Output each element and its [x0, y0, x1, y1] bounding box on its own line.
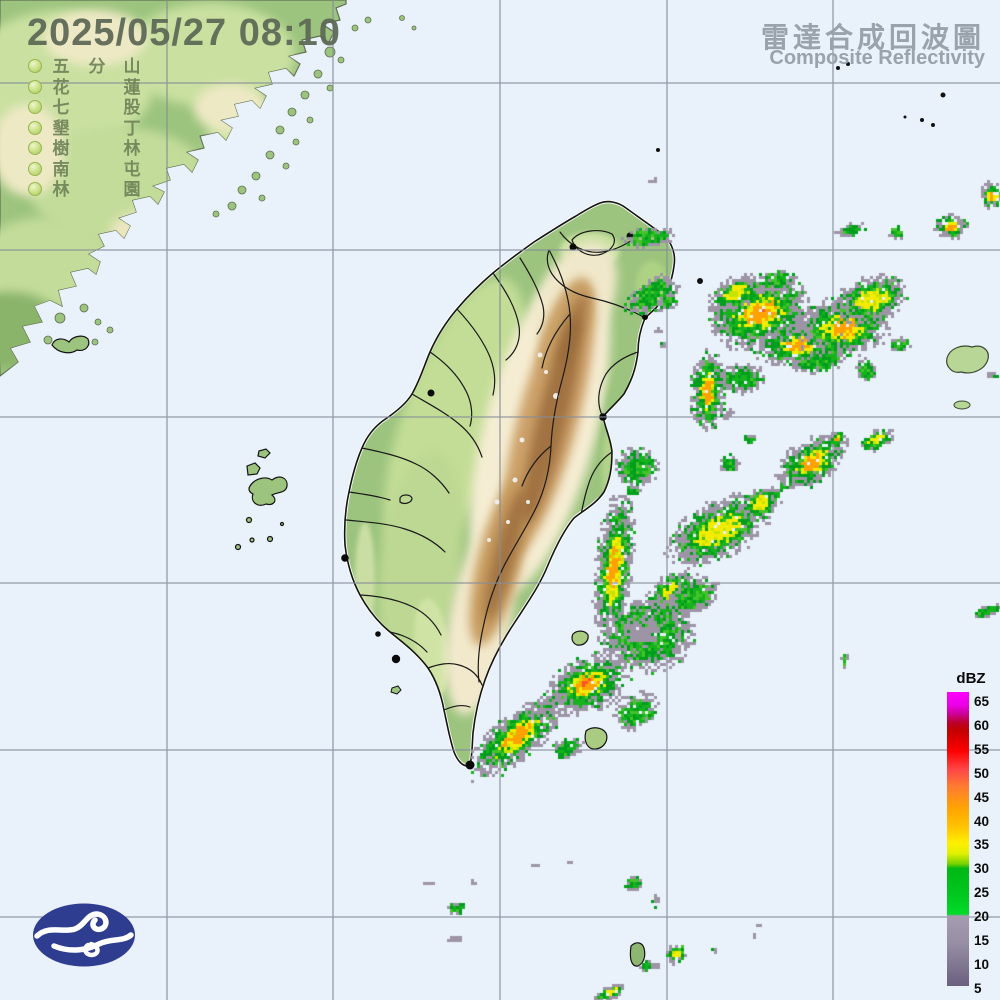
colorbar-tick-60: 60 — [974, 717, 990, 733]
station-status-icon — [28, 100, 42, 114]
station-label-char: 花 — [52, 77, 70, 97]
cwa-logo — [33, 903, 135, 967]
station-label-char: 屯 — [123, 159, 141, 179]
colorbar-tick-50: 50 — [974, 765, 990, 781]
colorbar-tick-35: 35 — [974, 837, 990, 853]
station-label-char: 樹 — [52, 139, 70, 158]
colorbar-tick-5: 5 — [974, 980, 982, 996]
colorbar-tick-45: 45 — [974, 789, 990, 805]
colorbar-tick-25: 25 — [974, 885, 990, 901]
observation-timestamp: 2025/05/27 08:10 — [27, 12, 341, 54]
colorbar-tick-20: 20 — [974, 909, 990, 925]
station-row-南屯: 南屯 — [28, 160, 158, 181]
colorbar-unit-label: dBZ — [956, 670, 986, 687]
station-label-char: 南 — [52, 159, 70, 179]
station-row-林園: 林園 — [28, 180, 158, 201]
colorbar-tick-15: 15 — [974, 933, 990, 948]
station-status-icon — [28, 79, 42, 94]
cwa-logo-cloud-swirl — [34, 911, 134, 958]
colorbar-tick-65: 65 — [974, 694, 990, 709]
station-label-char: 山 — [123, 57, 141, 76]
station-row-墾丁: 墾丁 — [28, 119, 158, 140]
station-label-char: 林 — [52, 180, 70, 199]
station-label-char: 丁 — [123, 118, 141, 138]
page-title-en: Composite Reflectivity — [769, 47, 985, 69]
station-status-icon — [28, 59, 42, 73]
colorbar-tick-10: 10 — [974, 956, 990, 972]
station-label-char: 五 — [52, 57, 70, 76]
station-label-char: 股 — [123, 98, 141, 117]
colorbar-tick-55: 55 — [974, 741, 990, 757]
station-row-樹林: 樹林 — [28, 139, 158, 160]
station-status-icon — [28, 182, 42, 196]
station-row-五分山: 五分山 — [28, 57, 158, 78]
station-label-char: 園 — [123, 180, 141, 199]
station-label-char: 蓮 — [123, 77, 141, 97]
station-label-char: 七 — [52, 98, 70, 117]
station-label-char: 林 — [123, 139, 141, 158]
station-status-icon — [28, 120, 42, 135]
station-status-icon — [28, 141, 42, 155]
station-status-icon — [28, 161, 42, 176]
station-label-char: 分 — [88, 57, 106, 76]
station-row-花蓮: 花蓮 — [28, 78, 158, 99]
station-label-char: 墾 — [52, 118, 70, 138]
radar-station-list: 五分山花蓮七股墾丁樹林南屯林園 — [28, 57, 158, 201]
page-title-zh: 雷達合成回波圖 — [760, 22, 985, 53]
colorbar-tick-40: 40 — [974, 813, 990, 829]
station-row-七股: 七股 — [28, 98, 158, 119]
colorbar-tick-30: 30 — [974, 861, 990, 877]
dbz-colorbar — [947, 692, 969, 986]
